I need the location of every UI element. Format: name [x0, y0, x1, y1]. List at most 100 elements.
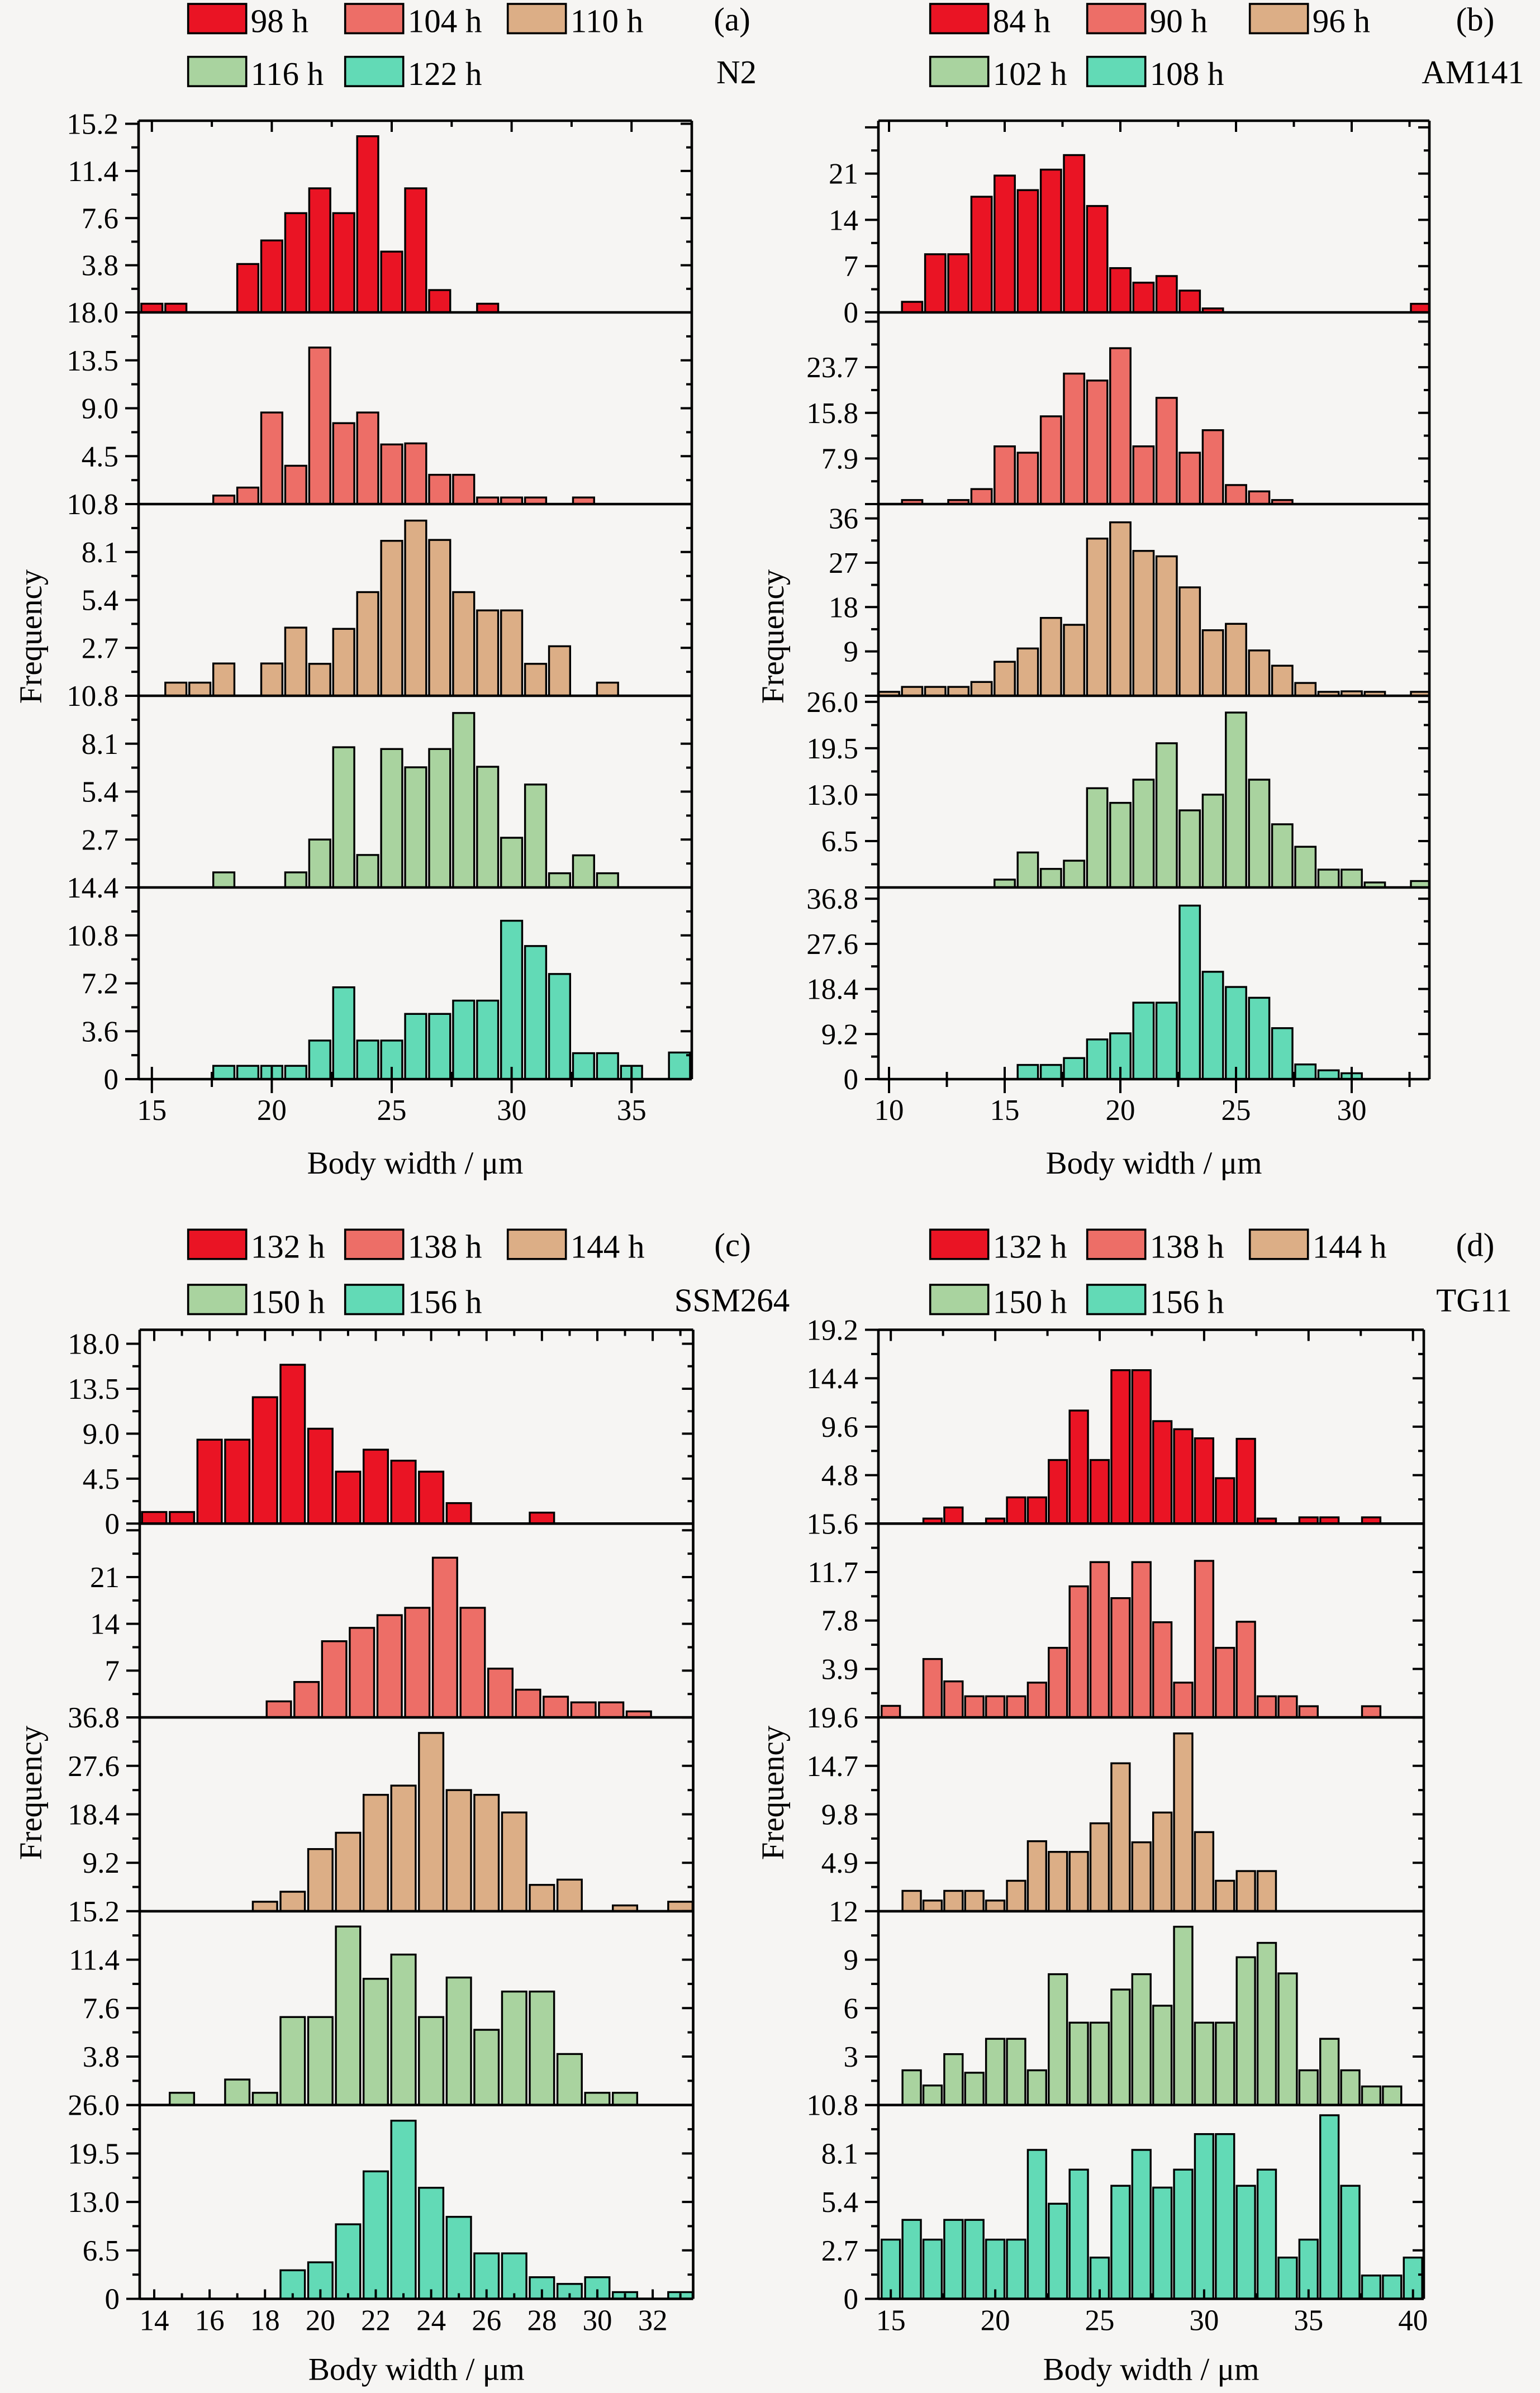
svg-text:Frequency: Frequency — [755, 1725, 791, 1860]
svg-text:21: 21 — [829, 158, 858, 191]
svg-text:108 h: 108 h — [1150, 55, 1224, 92]
svg-text:19.5: 19.5 — [68, 2138, 120, 2170]
svg-text:2.7: 2.7 — [821, 2235, 858, 2267]
svg-text:6: 6 — [844, 1992, 859, 2025]
svg-text:0: 0 — [844, 297, 859, 329]
svg-text:14.7: 14.7 — [806, 1750, 858, 1783]
svg-text:26.0: 26.0 — [806, 686, 858, 719]
svg-text:10.8: 10.8 — [806, 2090, 858, 2122]
svg-text:6.5: 6.5 — [821, 825, 858, 858]
svg-text:9.2: 9.2 — [821, 1018, 858, 1051]
svg-text:144 h: 144 h — [571, 1228, 645, 1265]
svg-text:14: 14 — [140, 2305, 169, 2337]
svg-text:35: 35 — [1294, 2305, 1323, 2337]
svg-text:22: 22 — [361, 2305, 391, 2337]
svg-text:156 h: 156 h — [408, 1283, 482, 1320]
svg-text:90 h: 90 h — [1150, 2, 1208, 39]
svg-text:18.0: 18.0 — [68, 1328, 120, 1361]
svg-text:12: 12 — [829, 1896, 858, 1928]
svg-text:30: 30 — [1337, 1094, 1367, 1127]
svg-text:4.5: 4.5 — [82, 440, 118, 473]
svg-text:14.4: 14.4 — [66, 872, 118, 904]
svg-text:9.0: 9.0 — [83, 1418, 120, 1450]
svg-text:(d): (d) — [1456, 1227, 1495, 1264]
svg-text:18.4: 18.4 — [68, 1799, 120, 1831]
svg-text:20: 20 — [306, 2305, 335, 2337]
svg-text:4.9: 4.9 — [821, 1847, 858, 1879]
svg-text:TG11: TG11 — [1436, 1281, 1512, 1318]
svg-text:(a): (a) — [714, 1, 750, 37]
svg-text:104 h: 104 h — [408, 2, 482, 39]
svg-text:36.8: 36.8 — [806, 883, 858, 915]
svg-text:144 h: 144 h — [1313, 1228, 1387, 1265]
svg-text:150 h: 150 h — [251, 1283, 325, 1320]
svg-text:7.6: 7.6 — [83, 1992, 120, 2025]
svg-text:30: 30 — [1189, 2305, 1219, 2337]
svg-text:110 h: 110 h — [571, 2, 644, 39]
svg-text:(c): (c) — [714, 1227, 750, 1264]
svg-text:10: 10 — [874, 1094, 904, 1127]
svg-text:9: 9 — [844, 1944, 859, 1977]
svg-text:132 h: 132 h — [251, 1228, 325, 1265]
svg-text:19.6: 19.6 — [806, 1702, 858, 1734]
svg-text:24: 24 — [416, 2305, 446, 2337]
svg-text:84 h: 84 h — [993, 2, 1051, 39]
svg-text:0: 0 — [105, 2283, 120, 2316]
svg-text:19.2: 19.2 — [806, 1314, 858, 1347]
svg-text:7.6: 7.6 — [82, 202, 118, 235]
svg-text:36: 36 — [829, 503, 858, 535]
svg-text:8.1: 8.1 — [821, 2138, 858, 2170]
svg-text:SSM264: SSM264 — [674, 1281, 790, 1318]
svg-text:7: 7 — [105, 1655, 120, 1687]
svg-text:30: 30 — [497, 1094, 526, 1127]
svg-text:21: 21 — [90, 1561, 120, 1594]
svg-text:16: 16 — [195, 2305, 225, 2337]
svg-text:Frequency: Frequency — [13, 569, 49, 704]
svg-text:15: 15 — [137, 1094, 167, 1127]
svg-text:5.4: 5.4 — [82, 585, 118, 617]
svg-text:3.9: 3.9 — [821, 1653, 858, 1685]
svg-text:27.6: 27.6 — [806, 928, 858, 961]
svg-text:9.8: 9.8 — [821, 1799, 858, 1831]
svg-text:5.4: 5.4 — [82, 776, 118, 809]
svg-text:25: 25 — [1221, 1094, 1251, 1127]
svg-text:132 h: 132 h — [993, 1228, 1067, 1265]
svg-text:15.8: 15.8 — [806, 397, 858, 430]
svg-text:3.8: 3.8 — [83, 2041, 120, 2073]
svg-text:138 h: 138 h — [408, 1228, 482, 1265]
svg-text:20: 20 — [1106, 1094, 1135, 1127]
svg-text:13.0: 13.0 — [806, 779, 858, 811]
svg-text:35: 35 — [617, 1094, 647, 1127]
svg-text:15.6: 15.6 — [806, 1508, 858, 1540]
svg-text:7.8: 7.8 — [821, 1605, 858, 1637]
svg-text:20: 20 — [257, 1094, 287, 1127]
svg-text:10.8: 10.8 — [66, 680, 118, 713]
svg-text:Body width / μm: Body width / μm — [308, 2352, 525, 2387]
svg-text:8.1: 8.1 — [82, 728, 118, 761]
svg-text:27: 27 — [829, 547, 858, 580]
svg-text:32: 32 — [638, 2305, 668, 2337]
svg-text:0: 0 — [844, 2283, 859, 2316]
svg-text:96 h: 96 h — [1313, 2, 1370, 39]
svg-text:0: 0 — [104, 1063, 119, 1096]
svg-text:11.4: 11.4 — [68, 155, 118, 188]
svg-text:5.4: 5.4 — [821, 2186, 858, 2219]
svg-text:11.4: 11.4 — [69, 1944, 120, 1977]
svg-text:9.2: 9.2 — [83, 1847, 120, 1879]
svg-text:15: 15 — [876, 2305, 906, 2337]
svg-text:26: 26 — [472, 2305, 501, 2337]
svg-text:23.7: 23.7 — [806, 352, 858, 384]
svg-text:18: 18 — [829, 591, 858, 624]
svg-text:Frequency: Frequency — [13, 1725, 49, 1860]
svg-text:9: 9 — [844, 636, 859, 668]
svg-text:9.6: 9.6 — [821, 1411, 858, 1444]
svg-text:36.8: 36.8 — [68, 1702, 120, 1734]
svg-text:18.0: 18.0 — [66, 297, 118, 329]
svg-text:N2: N2 — [716, 54, 757, 91]
svg-text:26.0: 26.0 — [68, 2090, 120, 2122]
svg-text:9.0: 9.0 — [82, 393, 118, 425]
svg-text:13.5: 13.5 — [66, 345, 118, 377]
svg-text:138 h: 138 h — [1150, 1228, 1224, 1265]
svg-text:15.2: 15.2 — [66, 108, 118, 141]
svg-text:(b): (b) — [1456, 1, 1495, 37]
